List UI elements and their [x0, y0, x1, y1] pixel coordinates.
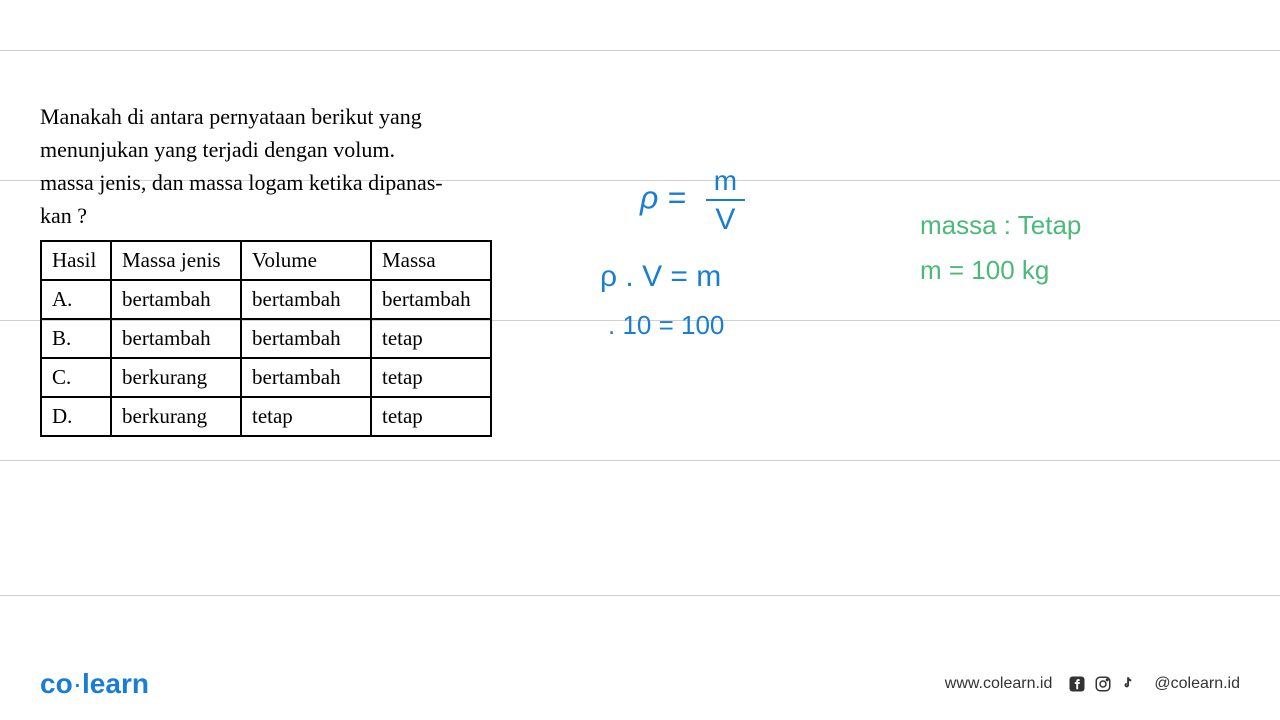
table-cell: bertambah — [371, 280, 491, 319]
table-cell: bertambah — [241, 280, 371, 319]
question-line-4: kan ? — [40, 203, 87, 228]
table-row: A. bertambah bertambah bertambah — [41, 280, 491, 319]
table-header: Volume — [241, 241, 371, 280]
eq-denominator: V — [706, 201, 745, 237]
table-cell: berkurang — [111, 358, 241, 397]
table-header-row: Hasil Massa jenis Volume Massa — [41, 241, 491, 280]
logo-learn: learn — [82, 668, 149, 699]
answer-table: Hasil Massa jenis Volume Massa A. bertam… — [40, 240, 492, 437]
equation-values: . 10 = 100 — [608, 310, 724, 341]
massa-tetap-label: massa : Tetap — [920, 210, 1081, 241]
question-text: Manakah di antara pernyataan berikut yan… — [40, 100, 520, 232]
ruled-line — [0, 595, 1280, 596]
eq-lhs: ρ = — [640, 179, 686, 215]
table-row: B. bertambah bertambah tetap — [41, 319, 491, 358]
logo-co: co — [40, 668, 73, 699]
facebook-icon — [1067, 674, 1087, 694]
table-cell: bertambah — [111, 319, 241, 358]
table-cell: tetap — [371, 319, 491, 358]
table-header: Massa jenis — [111, 241, 241, 280]
table-header: Massa — [371, 241, 491, 280]
table-cell: tetap — [371, 397, 491, 436]
table-row: C. berkurang bertambah tetap — [41, 358, 491, 397]
table-cell: D. — [41, 397, 111, 436]
social-icons — [1067, 674, 1139, 694]
eq-fraction: m V — [706, 165, 745, 237]
table-cell: bertambah — [241, 358, 371, 397]
table-cell: B. — [41, 319, 111, 358]
equation-density: ρ = m V — [640, 165, 745, 237]
table-cell: bertambah — [241, 319, 371, 358]
footer-right: www.colearn.id @colearn.id — [945, 674, 1240, 694]
table-cell: bertambah — [111, 280, 241, 319]
table-cell: tetap — [241, 397, 371, 436]
instagram-icon — [1093, 674, 1113, 694]
table-cell: A. — [41, 280, 111, 319]
question-line-3: massa jenis, dan massa logam ketika dipa… — [40, 170, 443, 195]
equation-pv-m: ρ . V = m — [600, 260, 721, 294]
table-cell: berkurang — [111, 397, 241, 436]
colearn-logo: co·learn — [40, 668, 149, 700]
question-line-2: menunjukan yang terjadi dengan volum. — [40, 137, 395, 162]
tiktok-icon — [1119, 674, 1139, 694]
footer: co·learn www.colearn.id @colearn.id — [0, 668, 1280, 700]
table-header: Hasil — [41, 241, 111, 280]
eq-numerator: m — [706, 165, 745, 201]
ruled-line — [0, 460, 1280, 461]
massa-value: m = 100 kg — [920, 255, 1049, 286]
table-cell: tetap — [371, 358, 491, 397]
website-url: www.colearn.id — [945, 675, 1053, 693]
table-cell: C. — [41, 358, 111, 397]
logo-dot: · — [73, 668, 82, 699]
table-row: D. berkurang tetap tetap — [41, 397, 491, 436]
question-line-1: Manakah di antara pernyataan berikut yan… — [40, 104, 422, 129]
social-handle: @colearn.id — [1154, 675, 1240, 693]
